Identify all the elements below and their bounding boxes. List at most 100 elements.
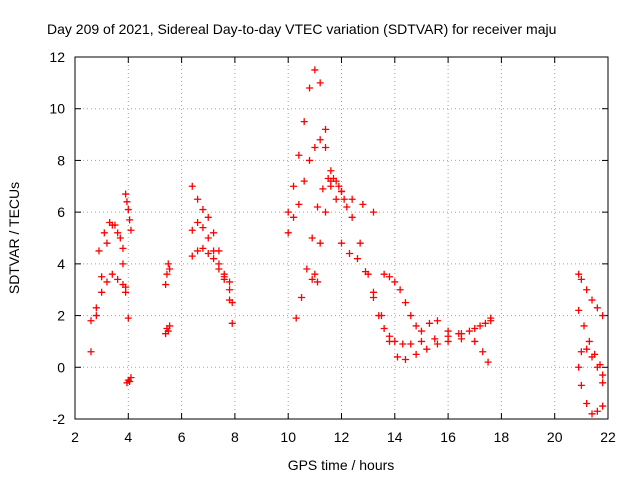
data-point (380, 325, 388, 332)
series-arc-3 (95, 218, 127, 255)
data-point (126, 216, 134, 224)
data-point (188, 182, 196, 190)
data-point (194, 218, 202, 226)
y-tick-label: 0 (57, 359, 65, 375)
data-point (599, 379, 607, 387)
data-point (114, 229, 122, 237)
data-point (215, 265, 223, 273)
data-point (303, 265, 311, 273)
data-point (106, 218, 114, 226)
x-tick-label: 10 (280, 429, 296, 445)
data-point (98, 273, 106, 281)
data-point (98, 288, 106, 296)
data-point (311, 144, 319, 151)
data-point (348, 213, 356, 221)
data-point (111, 221, 119, 229)
x-tick-label: 2 (71, 429, 79, 445)
data-point (377, 312, 385, 320)
data-point (593, 304, 601, 312)
data-points (87, 66, 607, 418)
data-point (95, 247, 103, 255)
data-point (471, 325, 479, 332)
data-point (220, 273, 228, 281)
data-point (412, 322, 420, 330)
data-point (188, 252, 196, 260)
data-point (599, 371, 607, 379)
data-point (295, 200, 303, 208)
data-point (322, 208, 330, 216)
data-point (108, 270, 116, 278)
data-point (164, 260, 172, 268)
data-point (306, 84, 314, 92)
data-point (199, 206, 207, 214)
data-point (393, 353, 401, 361)
data-point (599, 402, 607, 410)
series-arc-20 (575, 306, 607, 379)
data-point (327, 167, 335, 175)
data-point (322, 125, 330, 133)
y-tick-label: 8 (57, 152, 65, 168)
data-point (124, 206, 132, 214)
x-tick-label: 20 (547, 429, 563, 445)
data-point (92, 312, 100, 320)
data-point (588, 296, 596, 304)
data-point (114, 275, 122, 283)
data-point (311, 66, 319, 74)
data-point (369, 288, 377, 296)
data-point (444, 337, 452, 345)
y-tick-label: 10 (49, 101, 65, 117)
data-point (164, 327, 172, 335)
data-point (599, 312, 607, 320)
data-point (465, 327, 473, 335)
data-point (484, 358, 492, 366)
data-point (593, 407, 601, 415)
data-point (335, 182, 343, 190)
data-point (407, 312, 415, 320)
data-point (332, 177, 340, 185)
data-point (433, 317, 441, 325)
data-point (92, 304, 100, 312)
data-point (300, 177, 308, 185)
series-arc-6 (162, 260, 174, 289)
chart-title: Day 209 of 2021, Sidereal Day-to-day VTE… (47, 21, 556, 37)
data-point (444, 327, 452, 335)
data-point (343, 203, 351, 211)
data-point (127, 374, 135, 382)
data-point (412, 350, 420, 358)
data-point (166, 265, 174, 273)
data-point (575, 363, 583, 371)
data-point (100, 229, 108, 237)
y-tick-label: 2 (57, 308, 65, 324)
data-point (188, 226, 196, 234)
data-point (311, 270, 319, 278)
data-point (585, 337, 593, 345)
series-arc-14 (308, 177, 351, 286)
y-tick-label: 6 (57, 204, 65, 220)
data-point (228, 299, 236, 307)
data-point (580, 322, 588, 330)
data-point (361, 268, 369, 276)
data-point (298, 293, 306, 301)
data-point (577, 348, 585, 356)
data-point (228, 319, 236, 327)
data-point (353, 255, 361, 263)
data-point (308, 275, 316, 283)
data-point (306, 156, 314, 164)
data-point (210, 247, 218, 255)
data-point (348, 195, 356, 203)
data-point (226, 278, 234, 286)
data-point (583, 399, 591, 407)
data-point (591, 350, 599, 358)
data-point (338, 187, 345, 195)
x-tick-label: 14 (387, 429, 403, 445)
data-point (284, 229, 292, 237)
data-point (356, 239, 364, 247)
series-arc-19 (577, 381, 607, 418)
data-point (596, 361, 604, 369)
series-arc-9 (188, 218, 236, 307)
data-point (391, 278, 399, 286)
x-tick-label: 22 (600, 429, 616, 445)
data-point (401, 356, 409, 364)
x-axis-label: GPS time / hours (288, 457, 395, 473)
data-point (471, 337, 479, 345)
